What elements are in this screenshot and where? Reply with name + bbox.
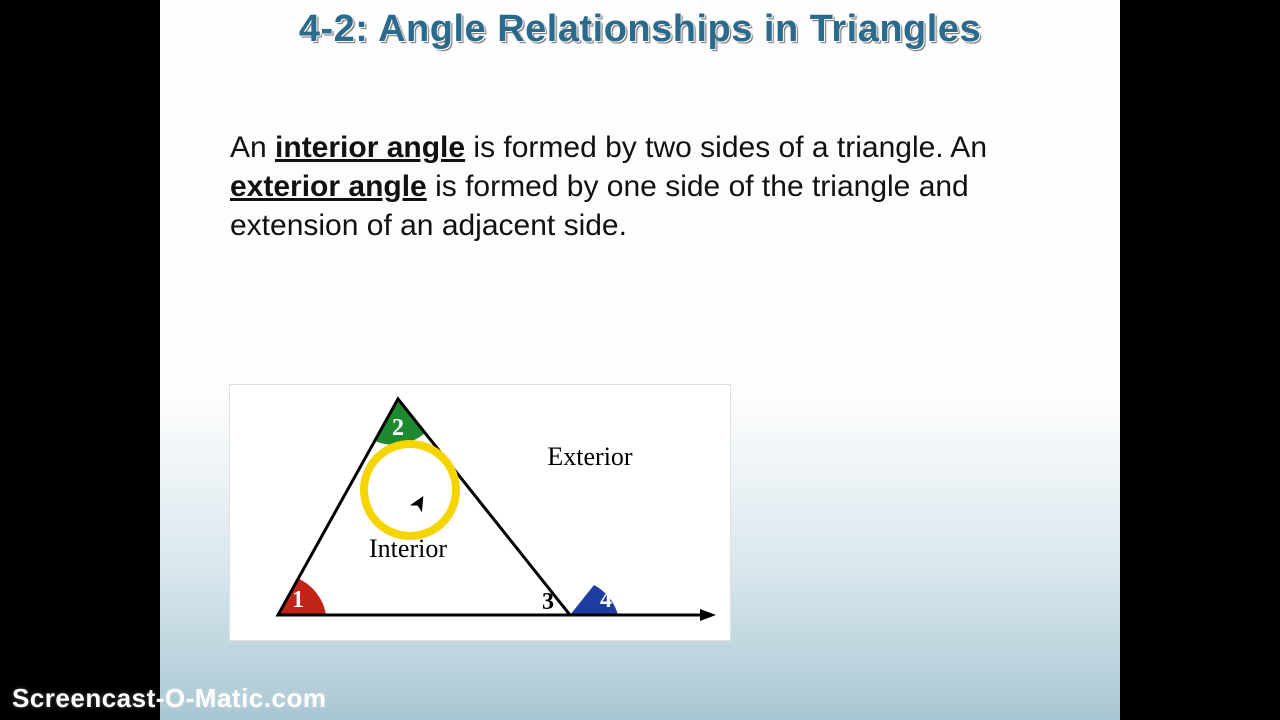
watermark-text: Screencast-O-Matic.com [12, 683, 326, 714]
keyword-exterior: exterior angle [230, 170, 427, 203]
extension-arrowhead-icon [700, 609, 716, 621]
body-text-part: An [230, 131, 275, 164]
body-text-part: is formed by two sides of a triangle. An [465, 131, 987, 164]
slide-title: 4-2: Angle Relationships in Triangles [160, 8, 1120, 51]
angle-label-1: 1 [292, 587, 304, 613]
angle-label-2: 2 [392, 415, 404, 441]
triangle-diagram: 1 2 3 4 Interior Exterior [230, 385, 730, 640]
slide-body-text: An interior angle is formed by two sides… [230, 128, 1050, 245]
triangle-outline [278, 399, 570, 615]
angle-label-4: 4 [600, 587, 612, 613]
angle-label-3: 3 [542, 589, 554, 615]
diagram-svg: 1 2 3 4 Interior Exterior [230, 385, 730, 640]
label-interior: Interior [369, 534, 447, 563]
label-exterior: Exterior [547, 442, 633, 471]
slide: 4-2: Angle Relationships in Triangles An… [160, 0, 1120, 720]
keyword-interior: interior angle [275, 131, 465, 164]
